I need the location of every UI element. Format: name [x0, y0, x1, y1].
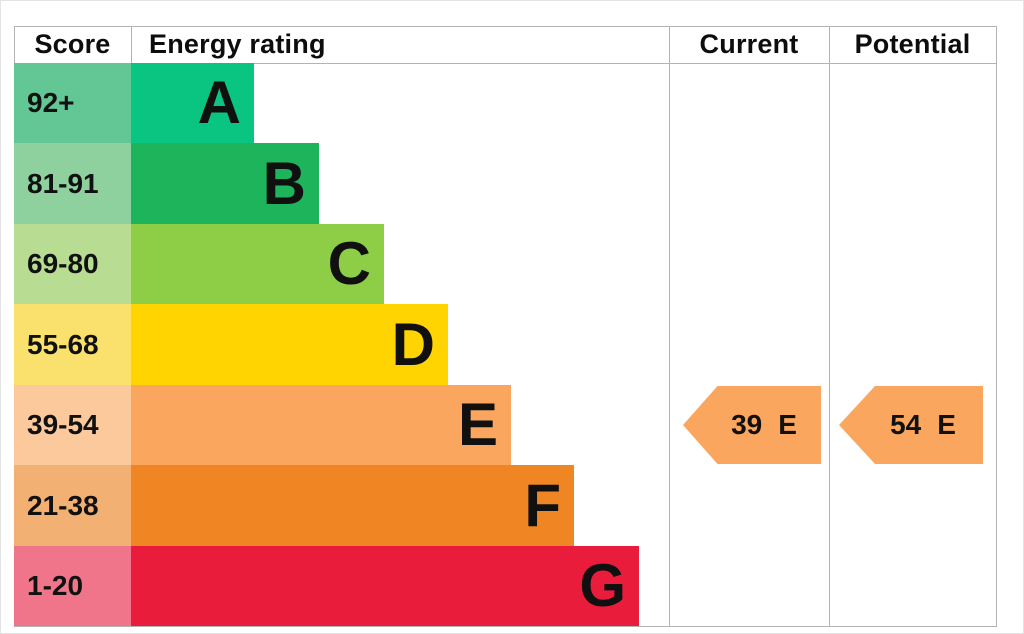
band-letter-b: B [262, 149, 306, 217]
band-letter-e: E [457, 391, 498, 458]
band-bar-e: E [131, 385, 511, 465]
potential-column-divider [829, 26, 830, 626]
potential-rating-band: E [937, 409, 956, 440]
band-bar-b: B [131, 143, 319, 224]
band-row-b: 81-91 B [14, 143, 319, 224]
band-bar-a: A [131, 63, 254, 143]
band-row-g: 1-20 G [14, 546, 639, 626]
band-score-range-g: 1-20 [14, 546, 131, 626]
band-row-f: 21-38 F [14, 465, 574, 546]
score-column-divider [131, 26, 132, 63]
potential-rating-arrow: 54 E [839, 386, 983, 464]
band-score-range-f: 21-38 [14, 465, 131, 546]
band-letter-d: D [391, 310, 435, 378]
table-bottom-border [14, 626, 997, 627]
band-letter-g: G [579, 552, 626, 619]
current-rating-value: 39 [731, 409, 763, 440]
current-rating-arrow: 39 E [683, 386, 821, 464]
band-score-range-d: 55-68 [14, 304, 131, 385]
band-bar-f: F [131, 465, 574, 546]
band-bar-c: C [131, 224, 384, 304]
current-rating-band: E [778, 409, 797, 440]
band-score-range-a: 92+ [14, 63, 131, 143]
band-letter-c: C [327, 230, 371, 297]
band-score-range-e: 39-54 [14, 385, 131, 465]
table-right-border [996, 26, 997, 626]
current-column-divider [669, 26, 670, 626]
band-row-d: 55-68 D [14, 304, 448, 385]
band-score-range-c: 69-80 [14, 224, 131, 304]
table-top-border [14, 26, 997, 27]
band-bar-d: D [131, 304, 448, 385]
band-row-e: 39-54 E [14, 385, 511, 465]
potential-rating-value: 54 [890, 409, 922, 440]
energy-rating-header: Energy rating [149, 29, 326, 59]
band-bar-g: G [131, 546, 639, 626]
band-score-range-b: 81-91 [14, 143, 131, 224]
score-header: Score [34, 29, 111, 59]
current-header: Current [699, 29, 799, 59]
band-letter-f: F [524, 471, 561, 539]
band-row-c: 69-80 C [14, 224, 384, 304]
header-bottom-border [14, 63, 997, 64]
band-row-a: 92+ A [14, 63, 254, 143]
potential-header: Potential [854, 29, 971, 59]
band-letter-a: A [197, 69, 241, 136]
